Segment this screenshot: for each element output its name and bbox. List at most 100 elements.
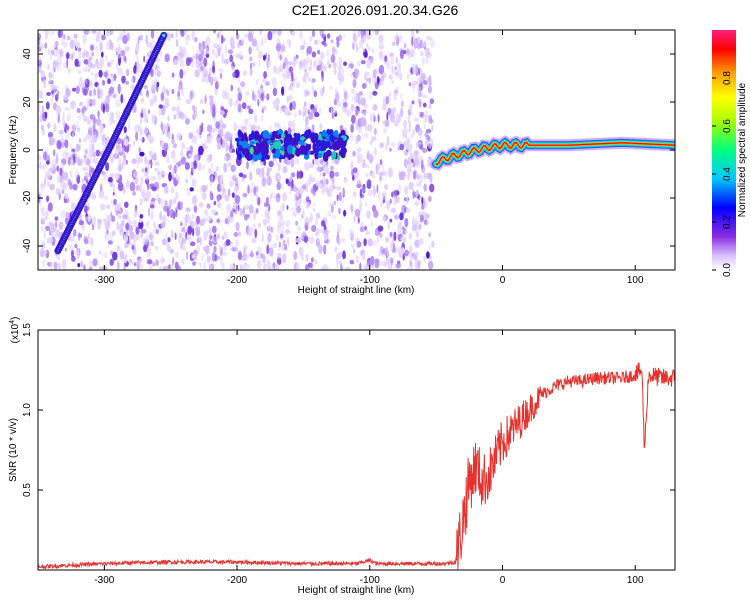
colorbar-tick-label: 0.0 <box>722 263 733 277</box>
noise-speck <box>274 122 280 128</box>
noise-speck <box>191 253 196 259</box>
noise-speck <box>355 255 360 264</box>
noise-speck <box>69 39 75 50</box>
noise-speck <box>331 46 336 55</box>
noise-speck <box>77 263 80 268</box>
noise-speck <box>116 61 119 71</box>
noise-speck <box>423 219 428 226</box>
noise-speck <box>135 131 139 141</box>
noise-speck <box>164 53 170 63</box>
noise-speck <box>342 250 346 260</box>
noise-speck <box>160 222 166 228</box>
noise-speck <box>156 83 159 93</box>
noise-speck <box>295 237 301 244</box>
noise-speck <box>189 187 194 192</box>
noise-speck <box>407 115 411 125</box>
noise-speck <box>62 111 65 120</box>
noise-speck <box>89 259 92 270</box>
noise-speck <box>222 261 225 270</box>
noise-speck <box>342 189 346 196</box>
noise-speck <box>111 215 116 223</box>
noise-speck <box>316 39 321 45</box>
noise-speck <box>253 210 256 221</box>
snr-background <box>38 330 675 570</box>
noise-speck <box>326 266 330 270</box>
noise-speck <box>249 171 253 181</box>
noise-speck <box>235 221 240 232</box>
noise-speck <box>52 60 58 68</box>
noise-speck <box>418 211 421 218</box>
noise-speck <box>222 251 227 256</box>
noise-speck <box>372 68 377 79</box>
noise-speck <box>372 90 378 96</box>
noise-speck <box>155 259 159 266</box>
noise-speck <box>69 233 75 243</box>
noise-speck <box>81 178 85 185</box>
noise-speck <box>357 61 361 67</box>
chirp-core <box>162 33 166 38</box>
band-mark <box>280 145 285 152</box>
y-tick-label: 1.0 <box>22 403 33 417</box>
noise-speck <box>87 213 92 222</box>
noise-speck <box>115 209 120 215</box>
noise-speck <box>277 52 280 59</box>
noise-speck <box>47 48 51 56</box>
noise-speck <box>220 257 223 268</box>
noise-speck <box>311 85 314 93</box>
noise-speck <box>223 109 229 114</box>
noise-speck <box>405 207 411 213</box>
noise-speck <box>307 178 312 186</box>
noise-speck <box>384 184 388 191</box>
noise-speck <box>413 117 420 122</box>
noise-speck <box>103 194 109 201</box>
noise-speck <box>174 261 179 270</box>
noise-speck <box>106 229 109 235</box>
noise-speck <box>132 219 138 228</box>
band-mark <box>293 132 298 138</box>
noise-speck <box>409 259 412 267</box>
noise-speck <box>331 112 335 119</box>
noise-speck <box>133 65 137 74</box>
noise-speck <box>210 162 214 170</box>
noise-speck <box>86 98 90 107</box>
noise-speck <box>192 195 197 205</box>
noise-speck <box>151 154 156 161</box>
noise-speck <box>359 39 364 49</box>
noise-speck <box>172 197 177 204</box>
noise-speck <box>137 36 140 45</box>
noise-speck <box>318 229 323 234</box>
band-mark <box>283 140 291 145</box>
noise-speck <box>113 198 117 206</box>
noise-speck <box>257 259 262 269</box>
noise-speck <box>267 30 273 41</box>
noise-speck <box>50 261 53 270</box>
noise-speck <box>145 172 149 181</box>
noise-speck <box>145 190 149 199</box>
noise-speck <box>407 165 412 176</box>
noise-speck <box>277 252 282 260</box>
noise-speck <box>188 132 194 140</box>
noise-speck <box>96 119 102 126</box>
noise-speck <box>181 92 185 97</box>
noise-speck <box>261 176 267 187</box>
noise-speck <box>422 80 428 85</box>
noise-speck <box>109 258 114 266</box>
noise-speck <box>198 53 203 62</box>
noise-speck <box>279 64 283 73</box>
noise-speck <box>135 184 140 191</box>
noise-speck <box>180 156 187 165</box>
noise-speck <box>229 210 234 218</box>
noise-speck <box>349 133 354 141</box>
noise-speck <box>393 91 397 101</box>
noise-speck <box>78 51 82 60</box>
noise-speck <box>159 266 162 270</box>
noise-speck <box>44 111 48 119</box>
noise-speck <box>419 237 424 245</box>
noise-speck <box>288 85 294 91</box>
band-mark <box>271 149 277 154</box>
noise-speck <box>379 175 383 182</box>
noise-speck <box>419 214 424 223</box>
noise-speck <box>173 114 177 120</box>
noise-speck <box>360 116 366 127</box>
noise-speck <box>195 58 199 69</box>
